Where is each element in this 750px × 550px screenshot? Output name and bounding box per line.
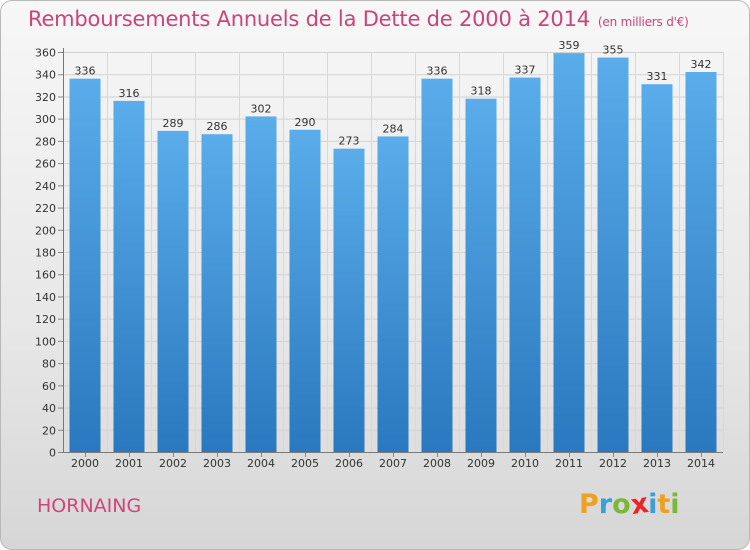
bar <box>377 136 409 452</box>
y-tick-label: 240 <box>35 180 56 193</box>
bar <box>113 100 145 452</box>
data-label: 286 <box>207 120 228 133</box>
x-tick-label: 2012 <box>599 457 627 470</box>
data-label: 284 <box>383 122 404 135</box>
logo-letter: r <box>598 489 613 520</box>
bar <box>201 134 233 452</box>
x-tick-label: 2004 <box>247 457 275 470</box>
y-tick-label: 20 <box>42 424 56 437</box>
y-tick-label: 360 <box>35 47 56 60</box>
data-label: 342 <box>691 58 712 71</box>
logo-letter: i <box>648 489 658 520</box>
bar <box>597 57 629 453</box>
logo-letter: x <box>628 487 651 522</box>
bar <box>69 78 101 453</box>
bar <box>465 98 497 453</box>
data-label: 359 <box>559 39 580 52</box>
y-tick-label: 200 <box>35 224 56 237</box>
y-tick-label: 100 <box>35 335 56 348</box>
bar <box>333 148 365 452</box>
y-tick-label: 60 <box>42 380 56 393</box>
data-label: 290 <box>295 116 316 129</box>
x-tick-label: 2007 <box>379 457 407 470</box>
logo-letter: t <box>657 489 671 520</box>
data-label: 336 <box>427 65 448 78</box>
logo-letter: P <box>579 489 599 520</box>
y-tick-label: 260 <box>35 158 56 171</box>
bar <box>245 116 277 452</box>
bar <box>157 130 189 452</box>
y-tick-label: 80 <box>42 358 56 371</box>
data-label: 273 <box>339 135 360 148</box>
bar <box>509 77 541 453</box>
x-tick-label: 2009 <box>467 457 495 470</box>
bar <box>641 84 673 452</box>
title-text: Remboursements Annuels de la Dette de 20… <box>28 7 590 31</box>
y-tick-label: 140 <box>35 291 56 304</box>
data-label: 289 <box>163 117 184 130</box>
data-label: 337 <box>515 64 536 77</box>
x-tick-label: 2003 <box>203 457 231 470</box>
data-label: 302 <box>251 102 272 115</box>
y-tick-label: 220 <box>35 202 56 215</box>
logo-letter: i <box>670 489 680 520</box>
x-tick-label: 2011 <box>555 457 583 470</box>
logo-letter: o <box>612 489 631 520</box>
x-tick-label: 2001 <box>115 457 143 470</box>
y-tick-label: 0 <box>49 447 56 460</box>
x-tick-label: 2006 <box>335 457 363 470</box>
chart-title: Remboursements Annuels de la Dette de 20… <box>28 7 689 31</box>
bar <box>421 78 453 453</box>
y-tick-label: 320 <box>35 91 56 104</box>
y-tick-label: 300 <box>35 113 56 126</box>
x-tick-label: 2008 <box>423 457 451 470</box>
x-tick-label: 2013 <box>643 457 671 470</box>
y-tick-label: 340 <box>35 69 56 82</box>
data-label: 355 <box>603 44 624 57</box>
data-label: 336 <box>75 65 96 78</box>
data-label: 318 <box>471 85 492 98</box>
y-tick-label: 160 <box>35 269 56 282</box>
x-tick-label: 2005 <box>291 457 319 470</box>
title-unit: (en milliers d'€) <box>597 15 689 29</box>
x-tick-label: 2010 <box>511 457 539 470</box>
x-tick-label: 2002 <box>159 457 187 470</box>
x-tick-label: 2014 <box>687 457 715 470</box>
y-tick-label: 40 <box>42 402 56 415</box>
y-tick-label: 180 <box>35 247 56 260</box>
commune-name: HORNAING <box>37 495 142 517</box>
y-tick-label: 120 <box>35 313 56 326</box>
proxiti-logo[interactable]: Proxiti <box>579 487 680 522</box>
data-label: 316 <box>119 87 140 100</box>
bar <box>289 129 321 452</box>
bar <box>685 72 717 452</box>
data-label: 331 <box>647 70 668 83</box>
y-tick-label: 280 <box>35 135 56 148</box>
x-tick-label: 2000 <box>71 457 99 470</box>
bar <box>553 53 585 452</box>
